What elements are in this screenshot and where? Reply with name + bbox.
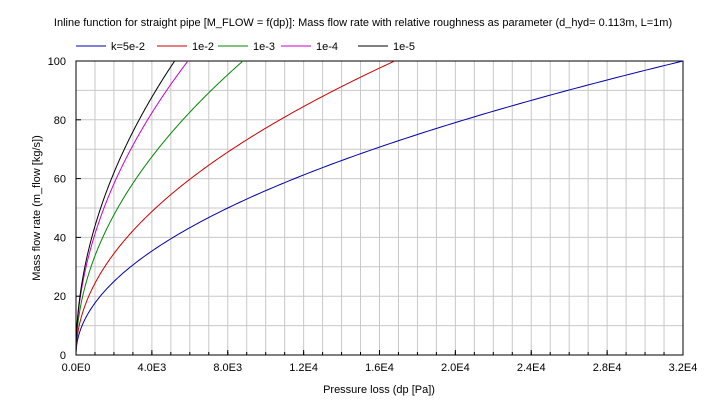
x-tick-label: 0.0E0 [62,362,91,374]
x-tick-label: 2.8E4 [593,362,622,374]
x-tick-label: 8.0E3 [213,362,242,374]
x-axis: 0.0E0 4.0E3 8.0E3 1.2E4 1.6E4 2.0E4 2.4E4 2.8E4… [62,350,698,374]
legend: k=5e-2 1e-2 1e-3 1e-4 1e-5 [76,41,415,53]
y-axis-label: Mass flow rate (m_flow [kg/s]) [31,135,43,280]
series-line-1 [75,60,684,356]
y-tick-label: 80 [54,115,66,127]
x-tick-label: 3.2E4 [669,362,698,374]
y-tick-label: 40 [54,232,66,244]
x-tick-label: 1.2E4 [289,362,318,374]
y-tick-label: 0 [60,350,66,362]
series-line-2 [75,60,395,356]
series-lines [75,60,684,356]
chart-title: Inline function for straight pipe [M_FLO… [54,17,672,29]
series-line-3 [75,60,244,356]
legend-label: 1e-4 [316,41,338,53]
x-tick-label: 4.0E3 [138,362,167,374]
legend-label: 1e-3 [253,41,275,53]
x-tick-label: 2.0E4 [441,362,470,374]
legend-label: 1e-5 [393,41,415,53]
y-tick-label: 60 [54,174,66,186]
x-tick-label: 1.6E4 [365,362,394,374]
legend-label: 1e-2 [192,41,214,53]
series-line-5 [75,60,176,355]
y-axis: 0 20 40 60 80 100 [48,56,81,362]
y-tick-label: 20 [54,291,66,303]
grid [76,61,683,355]
x-tick-label: 2.4E4 [517,362,546,374]
y-tick-label: 100 [48,56,66,68]
legend-label: k=5e-2 [111,41,145,53]
x-axis-label: Pressure loss (dp [Pa]) [323,384,435,396]
